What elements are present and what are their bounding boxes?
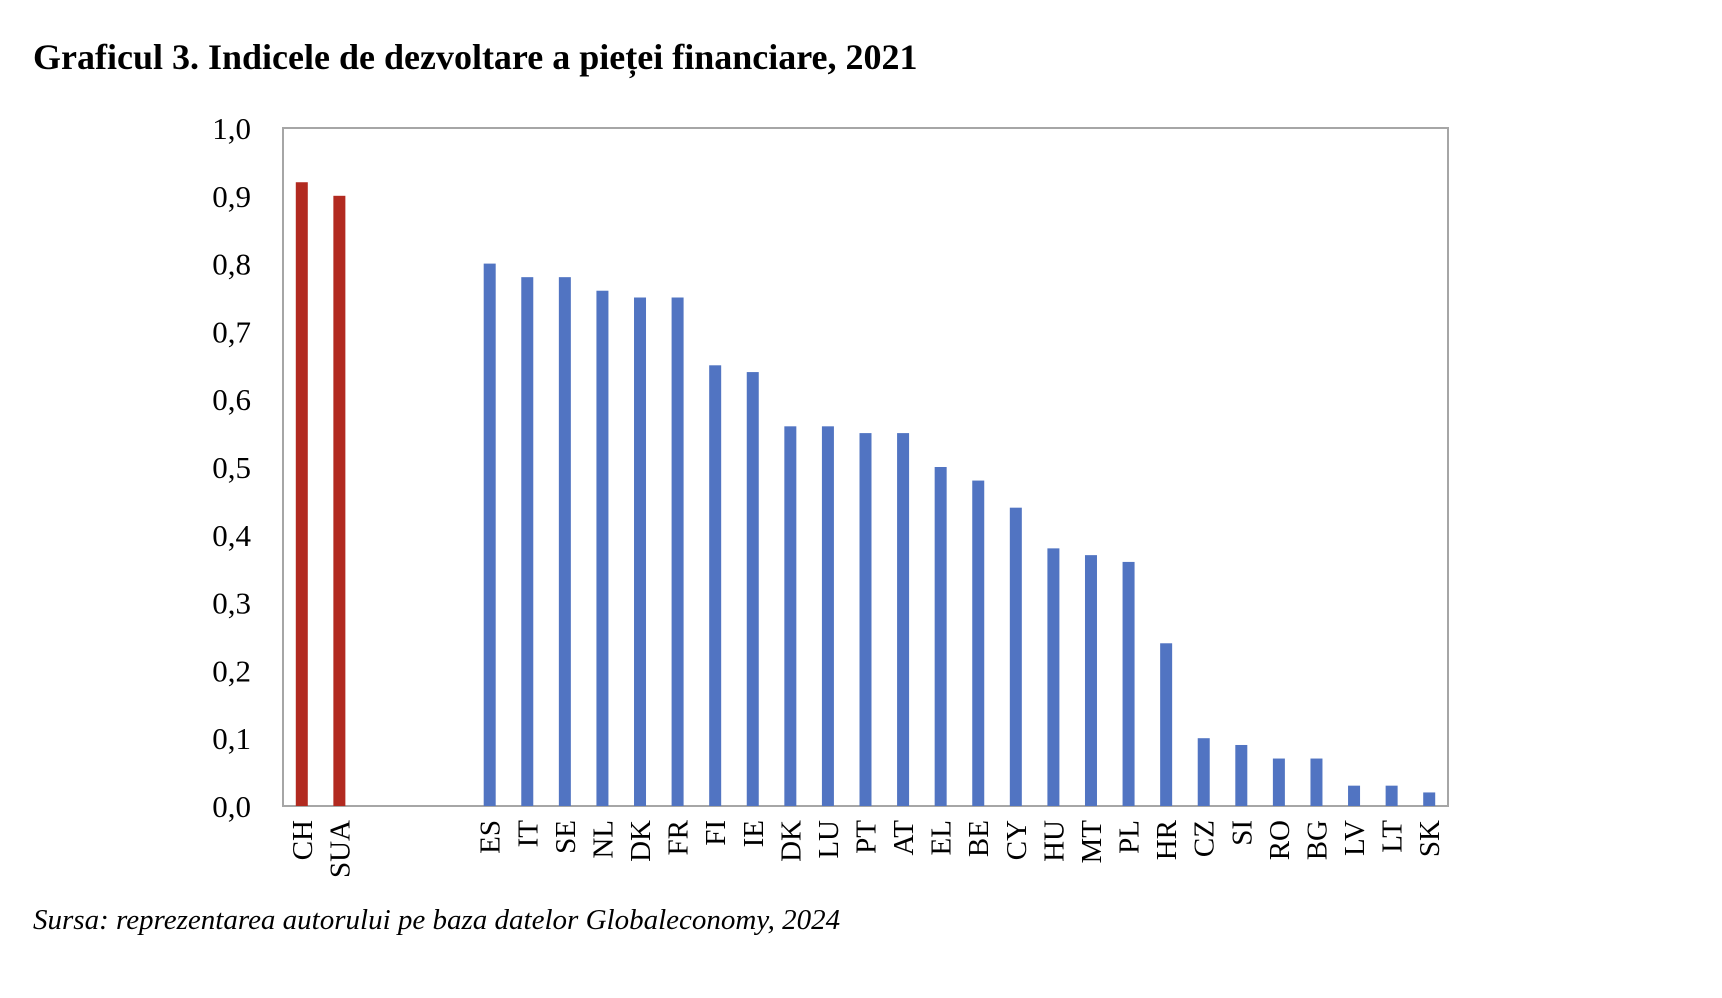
x-category-label: LV (1339, 820, 1371, 856)
bar-lt (1385, 785, 1398, 806)
bar-nl (596, 290, 609, 807)
y-tick-label: 0,6 (212, 382, 251, 417)
x-category-label: LT (1377, 820, 1409, 853)
bar-sk (1423, 792, 1436, 806)
x-category-label: EL (926, 820, 958, 855)
x-category-label: RO (1264, 820, 1296, 860)
bar-es (483, 263, 496, 807)
x-category-label: AT (888, 820, 920, 856)
bar-cy (1009, 507, 1022, 806)
x-category-label: SI (1226, 820, 1258, 846)
bar-ch (295, 182, 308, 807)
y-tick-label: 0,8 (212, 247, 251, 282)
x-category-label: MT (1076, 820, 1108, 864)
bar-lv (1348, 785, 1361, 806)
x-category-label: BE (963, 820, 995, 857)
bar-cz (1197, 738, 1210, 806)
bar-be (972, 480, 985, 806)
y-tick-label: 0,7 (212, 314, 251, 349)
chart-title: Graficul 3. Indicele de dezvoltare a pie… (33, 37, 918, 77)
x-category-label: BG (1301, 820, 1333, 860)
x-category-label: DK (625, 820, 657, 862)
y-tick-label: 0,2 (212, 653, 251, 688)
bar-fi (709, 365, 722, 806)
x-category-label: PL (1114, 820, 1146, 854)
x-category-label: HU (1038, 820, 1070, 862)
y-tick-label: 0,0 (212, 789, 251, 824)
x-category-label: SUA (324, 820, 356, 878)
x-category-label: CY (1001, 820, 1033, 860)
bar-it (521, 277, 534, 806)
x-category-label: HR (1151, 819, 1183, 860)
bar-ie (746, 372, 759, 806)
y-tick-label: 0,3 (212, 586, 251, 621)
x-category-label: SE (550, 820, 582, 854)
bar-ro (1272, 758, 1285, 806)
x-category-label: LU (813, 820, 845, 859)
x-category-label: DK (775, 820, 807, 862)
x-category-label: IE (738, 820, 770, 847)
bar-dk (634, 297, 647, 806)
y-tick-label: 0,1 (212, 721, 251, 756)
bar-sua (333, 195, 346, 807)
y-tick-label: 0,4 (212, 518, 251, 553)
x-category-label: ES (475, 820, 507, 854)
x-category-label: CH (287, 820, 319, 860)
bar-dk (784, 426, 797, 806)
x-category-label: SK (1414, 820, 1446, 857)
source-note: Sursa: reprezentarea autorului pe baza d… (33, 904, 841, 936)
bar-hu (1047, 548, 1060, 806)
bar-lu (821, 426, 834, 806)
bar-at (897, 433, 910, 806)
x-category-label: FR (663, 819, 695, 855)
y-tick-label: 0,9 (212, 179, 251, 214)
x-category-label: PT (851, 820, 883, 854)
bar-bg (1310, 758, 1323, 806)
y-tick-label: 1,0 (212, 111, 251, 146)
x-category-label: CZ (1189, 820, 1221, 857)
bar-pt (859, 433, 872, 806)
bar-pl (1122, 561, 1135, 806)
x-category-label: IT (512, 820, 544, 848)
bar-mt (1084, 555, 1097, 806)
bar-hr (1160, 643, 1173, 806)
bar-si (1235, 744, 1248, 806)
bar-el (934, 467, 947, 806)
x-category-label: FI (700, 820, 732, 846)
y-tick-label: 0,5 (212, 450, 251, 485)
bar-fr (671, 297, 684, 806)
x-category-label: NL (587, 820, 619, 859)
bar-se (558, 277, 571, 806)
